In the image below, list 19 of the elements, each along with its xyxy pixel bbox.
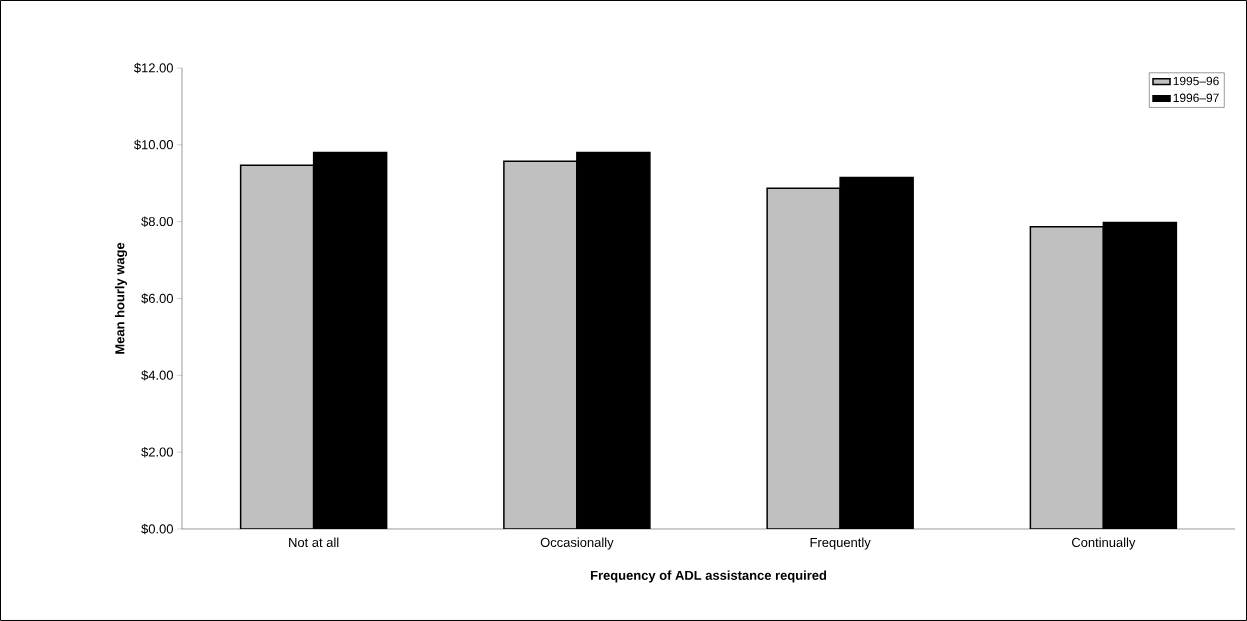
- x-tick-label: Continually: [1072, 537, 1136, 550]
- x-axis-title: Frequency of ADL assistance required: [590, 570, 827, 583]
- legend-label: 1996–97: [1173, 93, 1219, 103]
- y-axis-title: Mean hourly wage: [114, 242, 128, 354]
- y-tick-label: $2.00: [141, 446, 173, 458]
- y-tick-label: $8.00: [141, 216, 173, 227]
- x-tick-label: Occasionally: [540, 537, 614, 550]
- bar: [766, 187, 841, 529]
- bar: [1029, 225, 1105, 529]
- legend-label: 1995–96: [1173, 76, 1219, 86]
- y-tick-label: $6.00: [141, 293, 173, 304]
- bar: [503, 160, 578, 529]
- x-tick-label: Frequently: [810, 537, 871, 550]
- bar: [239, 164, 315, 529]
- y-tick-label: $10.00: [134, 139, 173, 151]
- y-tick-label: $4.00: [141, 370, 173, 381]
- y-tick-label: $0.00: [141, 523, 173, 535]
- y-tick-label: $12.00: [134, 62, 173, 74]
- x-tick-label: Not at all: [289, 537, 339, 548]
